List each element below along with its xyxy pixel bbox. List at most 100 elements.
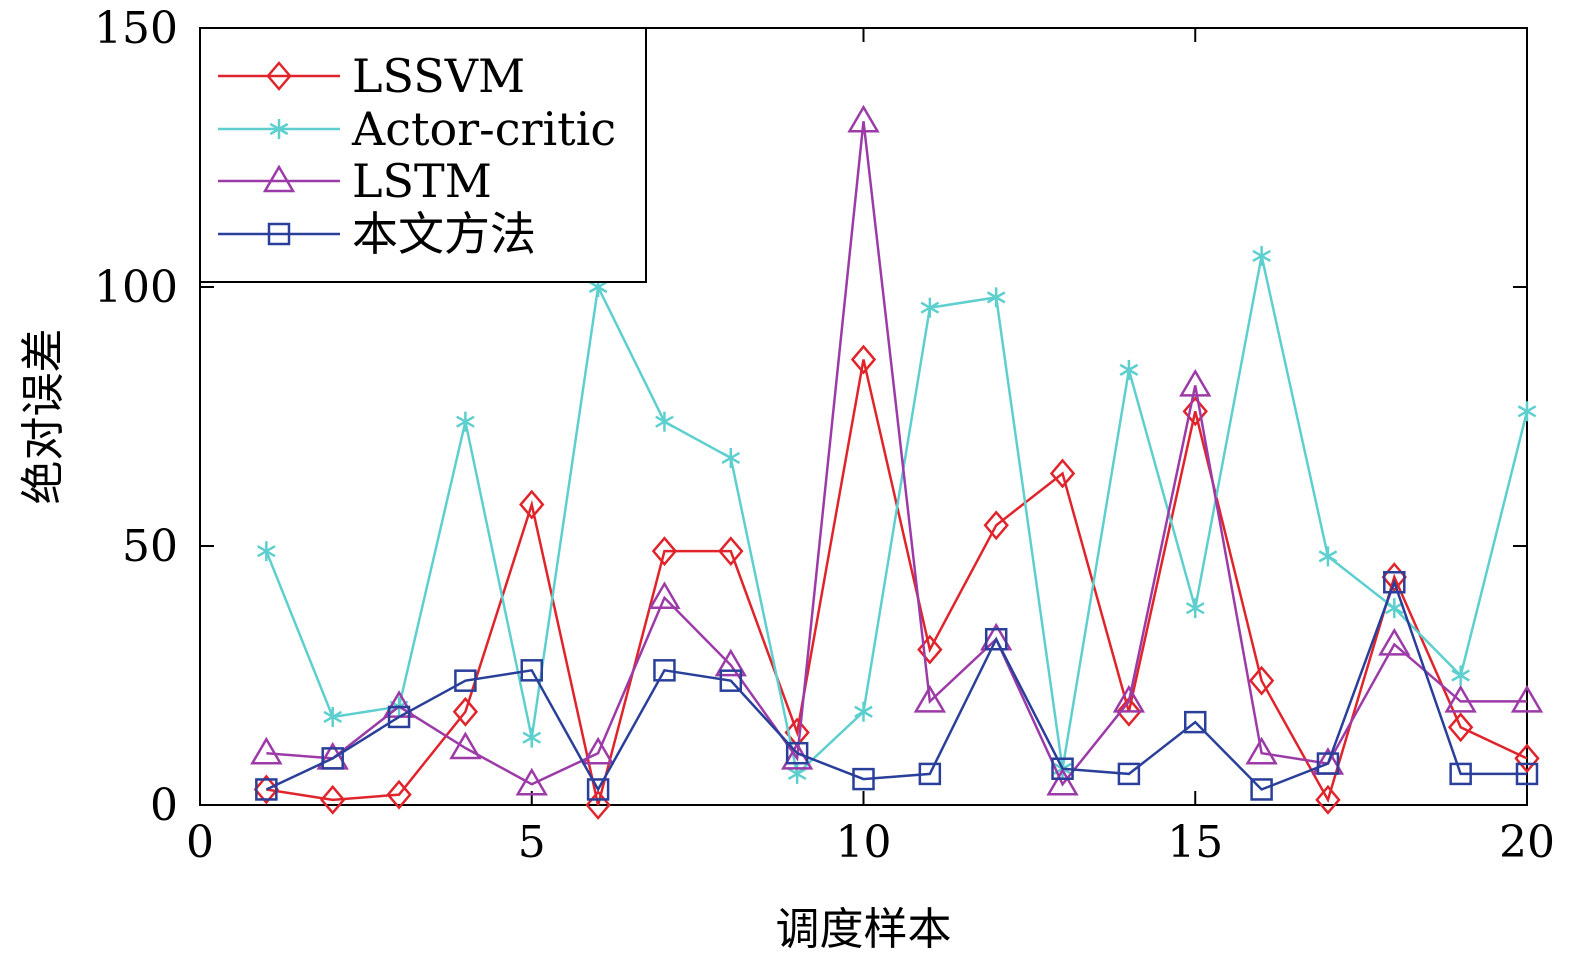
asterisk-stroke xyxy=(1318,550,1338,563)
data-point xyxy=(515,767,548,796)
asterisk-stroke xyxy=(257,545,276,558)
y-axis: 0 50 100 150 xyxy=(94,3,1527,831)
data-point xyxy=(1315,784,1341,815)
data-point xyxy=(255,778,278,801)
data-point xyxy=(714,648,747,677)
data-point xyxy=(1117,762,1141,786)
data-point xyxy=(1245,736,1278,765)
data-point xyxy=(586,778,610,801)
y-tick-label: 150 xyxy=(94,3,178,54)
data-point xyxy=(581,736,615,765)
data-point xyxy=(1444,684,1477,713)
data-point xyxy=(1384,598,1404,619)
series-3 xyxy=(255,571,1539,801)
data-point xyxy=(1517,401,1537,422)
data-point xyxy=(648,581,681,610)
asterisk-stroke xyxy=(655,415,674,428)
legend-marker xyxy=(262,164,296,193)
asterisk-stroke xyxy=(323,710,343,724)
data-point xyxy=(847,104,880,133)
x-tick-label: 15 xyxy=(1167,817,1223,868)
data-point xyxy=(1449,762,1472,786)
data-point xyxy=(454,669,477,692)
data-point xyxy=(719,669,743,692)
series-1 xyxy=(257,245,1537,784)
asterisk-stroke xyxy=(721,451,741,465)
data-point xyxy=(920,297,940,318)
asterisk-stroke xyxy=(920,301,940,314)
y-axis-label: 绝对误差 xyxy=(18,329,69,505)
asterisk-stroke xyxy=(1384,602,1404,615)
data-point xyxy=(785,741,809,765)
asterisk-stroke xyxy=(1252,249,1271,263)
data-point xyxy=(1046,767,1079,796)
asterisk-stroke xyxy=(1451,669,1470,682)
data-point xyxy=(1112,684,1146,713)
legend-marker xyxy=(266,61,292,91)
data-point xyxy=(1451,665,1470,686)
x-axis-label: 调度样本 xyxy=(776,904,952,955)
series-group xyxy=(250,104,1544,820)
y-tick-label: 50 xyxy=(122,521,178,572)
data-point xyxy=(1182,396,1208,427)
x-tick-label: 20 xyxy=(1499,817,1555,868)
asterisk-stroke xyxy=(1119,363,1139,376)
data-point xyxy=(1119,359,1139,380)
data-point xyxy=(1049,458,1076,489)
data-point xyxy=(323,706,343,727)
data-point xyxy=(452,696,479,727)
asterisk-stroke xyxy=(1517,405,1537,418)
x-tick-label: 5 xyxy=(518,817,546,868)
x-tick-label: 10 xyxy=(836,817,892,868)
data-point xyxy=(1051,757,1074,780)
data-point xyxy=(386,779,412,810)
x-tick-label: 0 xyxy=(186,817,214,868)
legend-label: Actor-critic xyxy=(351,102,616,156)
data-point xyxy=(1515,762,1539,786)
data-point xyxy=(1248,665,1275,696)
legend-label: LSTM xyxy=(352,154,492,208)
data-point xyxy=(1510,684,1544,713)
data-point xyxy=(854,701,873,722)
series-line xyxy=(265,255,1529,777)
data-point xyxy=(1184,710,1207,734)
asterisk-stroke xyxy=(269,122,289,136)
data-point xyxy=(520,659,543,682)
data-point xyxy=(456,411,475,432)
data-point xyxy=(1250,778,1273,801)
data-point xyxy=(986,287,1006,308)
data-point xyxy=(655,411,674,432)
data-point xyxy=(257,541,276,562)
legend-marker xyxy=(269,119,289,139)
asterisk-stroke xyxy=(522,731,542,744)
x-axis: 0 5 10 15 20 xyxy=(186,28,1555,868)
data-point xyxy=(1383,571,1406,594)
data-point xyxy=(983,510,1009,541)
data-point xyxy=(651,536,678,567)
data-point xyxy=(1316,752,1340,775)
data-point xyxy=(387,705,411,729)
asterisk-stroke xyxy=(854,705,873,718)
data-point xyxy=(1378,627,1411,656)
legend-label: 本文方法 xyxy=(352,207,536,261)
asterisk-stroke xyxy=(787,767,807,781)
data-point xyxy=(721,447,741,468)
data-point xyxy=(653,659,676,682)
y-tick-label: 100 xyxy=(94,262,178,313)
data-point xyxy=(850,344,877,375)
data-point xyxy=(1252,245,1271,266)
data-point xyxy=(984,627,1008,651)
legend-marker xyxy=(267,222,291,246)
asterisk-stroke xyxy=(986,291,1006,304)
y-tick-label: 0 xyxy=(150,780,178,831)
data-point xyxy=(519,489,545,520)
data-point xyxy=(913,684,947,713)
data-point xyxy=(250,736,283,765)
data-point xyxy=(320,784,346,815)
data-point xyxy=(852,767,875,791)
data-point xyxy=(918,762,942,786)
data-point xyxy=(1318,546,1338,567)
asterisk-stroke xyxy=(1185,602,1205,615)
